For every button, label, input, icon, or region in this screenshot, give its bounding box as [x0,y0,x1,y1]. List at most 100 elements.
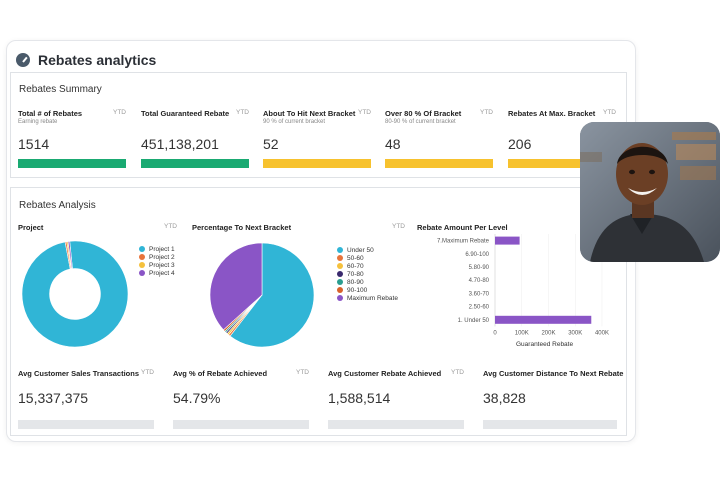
avg-value: 15,337,375 [18,390,89,406]
legend-item[interactable]: 60-70 [337,262,398,270]
worker-photo [580,122,720,262]
y-category-label: 1. Under 50 [458,318,490,324]
kpi-value: 48 [385,136,401,152]
kpi-total-rebates[interactable]: Total # of Rebates YTD Earning rebate 15… [18,109,126,168]
project-donut-chart[interactable] [21,240,129,348]
legend-label: 50-60 [347,254,364,262]
legend-dot [337,263,343,269]
kpi-sublabel: Earning rebate [18,119,58,125]
chart-title-percentage: Percentage To Next Bracket [192,223,292,232]
pie-slice-project-4[interactable] [67,240,73,270]
legend-dot [337,295,343,301]
legend-dot [337,247,343,253]
bar-7-maximum-rebate[interactable] [495,236,520,245]
legend-label: 70-80 [347,270,364,278]
avg-value: 38,828 [483,390,526,406]
kpi-bar [141,159,249,168]
avg-bar [328,420,464,429]
avg-customer-sales-transactions[interactable]: Avg Customer Sales Transactions YTD 15,3… [18,369,154,429]
x-axis-title: Guaranteed Rebate [516,341,574,348]
avg-bar [483,420,617,429]
rebate-amount-bar-chart[interactable]: 0 100K 200K 300K 400K 7.Maximum Rebate 6.90-10… [407,234,619,354]
gauge-icon [16,53,30,67]
kpi-sublabel [141,119,249,127]
section-title: Rebates Analysis [19,200,96,211]
pie-slice-under-50[interactable] [229,242,315,348]
x-tick-label: 0 [493,330,497,336]
ytd-label: YTD [141,369,154,376]
bar-1-under-50[interactable] [495,315,592,324]
ytd-label: YTD [603,109,616,116]
legend-item[interactable]: Project 2 [139,253,175,261]
legend-item[interactable]: 50-60 [337,254,398,262]
avg-rebate-achieved[interactable]: Avg % of Rebate Achieved YTD 54.79% [173,369,309,429]
ytd-label: YTD [451,369,464,376]
kpi-value: 451,138,201 [141,136,219,152]
legend-dot [139,246,145,252]
project-legend: Project 1 Project 2 Project 3 Project 4 [139,245,175,277]
kpi-bar [508,159,616,168]
kpi-bar [385,159,493,168]
x-tick-label: 200K [541,330,555,336]
kpi-rebates-at-max-bracket[interactable]: Rebates At Max. Bracket YTD 206 [508,109,616,168]
legend-item[interactable]: Project 1 [139,245,175,253]
kpi-sublabel: 90 % of current bracket [263,119,326,125]
ytd-label: YTD [296,369,309,376]
ytd-label: YTD [480,109,493,116]
legend-item[interactable]: 70-80 [337,270,398,278]
legend-item[interactable]: Project 4 [139,269,175,277]
kpi-bar [18,159,126,168]
legend-item[interactable]: Project 3 [139,261,175,269]
avg-bar [18,420,154,429]
card-header: Rebates analytics [16,50,156,70]
y-category-label: 2.50-60 [469,305,490,311]
legend-label: Project 4 [149,269,175,277]
avg-customer-distance-to-next-rebate[interactable]: Avg Customer Distance To Next Rebate 38,… [483,369,623,429]
kpi-label: Total # of Rebates [18,109,83,118]
pie-slice-project-1[interactable] [21,240,129,348]
y-category-label: 6.90-100 [465,252,489,258]
percentage-pie-chart[interactable] [209,242,315,348]
kpi-label: About To Hit Next Bracket [263,109,356,118]
x-tick-label: 300K [568,330,582,336]
kpi-total-guaranteed-rebate[interactable]: Total Guaranteed Rebate YTD 451,138,201 [141,109,249,168]
legend-label: Project 1 [149,245,175,253]
kpi-over-80-of-bracket[interactable]: Over 80 % Of Bracket YTD 80-90 % of curr… [385,109,493,168]
pie-slice-maximum-rebate[interactable] [209,242,263,331]
avg-label: Avg Customer Sales Transactions [18,369,140,378]
kpi-bar [263,159,371,168]
legend-item[interactable]: Under 50 [337,246,398,254]
y-category-label: 5.80-90 [469,265,490,271]
legend-item[interactable]: 90-100 [337,286,398,294]
kpi-label: Total Guaranteed Rebate [141,109,230,118]
avg-label: Avg % of Rebate Achieved [173,369,268,378]
kpi-value: 206 [508,136,532,152]
rebates-analysis-section: Rebates Analysis Project YTD Project 1 P… [10,187,627,436]
kpi-label: Rebates At Max. Bracket [508,109,596,118]
percentage-legend: Under 50 50-60 60-70 70-80 80-90 90-100 … [337,246,398,302]
legend-label: 90-100 [347,286,368,294]
y-category-label: 4.70-80 [469,278,490,284]
legend-dot [337,287,343,293]
legend-label: Project 3 [149,261,175,269]
section-title: Rebates Summary [19,84,102,95]
page-title: Rebates analytics [38,52,157,68]
rebates-summary-section: Rebates Summary Total # of Rebates YTD E… [10,72,627,178]
legend-item[interactable]: Maximum Rebate [337,294,398,302]
legend-item[interactable]: 80-90 [337,278,398,286]
legend-dot [139,262,145,268]
kpi-about-to-hit-next-bracket[interactable]: About To Hit Next Bracket YTD 90 % of cu… [263,109,371,168]
ytd-label: YTD [164,223,177,230]
ytd-label: YTD [392,223,405,230]
legend-dot [139,270,145,276]
x-tick-label: 100K [515,330,529,336]
avg-customer-rebate-achieved[interactable]: Avg Customer Rebate Achieved YTD 1,588,5… [328,369,464,429]
chart-title-rebate-amount: Rebate Amount Per Level [417,223,508,232]
avg-value: 54.79% [173,390,221,406]
legend-label: Under 50 [347,246,374,254]
ytd-label: YTD [358,109,371,116]
legend-label: 80-90 [347,278,364,286]
ytd-label: YTD [236,109,249,116]
x-tick-label: 400K [595,330,609,336]
legend-dot [337,271,343,277]
